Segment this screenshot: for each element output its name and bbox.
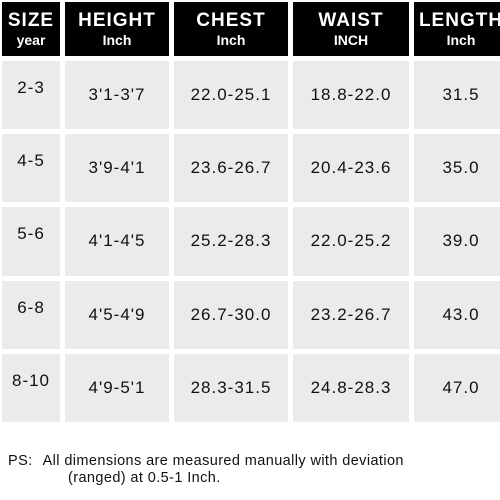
column-header-unit: Inch	[216, 31, 246, 48]
height-cell: 4'9-5'1	[65, 353, 169, 422]
waist-cell: 20.4-23.6	[293, 134, 409, 203]
table-row: 8-10 4'9-5'1 28.3-31.5 24.8-28.3 47.0	[2, 353, 500, 422]
waist-cell: 22.0-25.2	[293, 207, 409, 276]
size-cell: 4-5	[2, 134, 60, 203]
table-row: 6-8 4'5-4'9 26.7-30.0 23.2-26.7 43.0	[2, 280, 500, 349]
column-header-unit: INCH	[333, 31, 369, 48]
height-cell: 3'1-3'7	[65, 61, 169, 130]
column-header-unit: Inch	[102, 31, 132, 48]
column-header-label: WAIST	[318, 9, 384, 31]
length-cell: 47.0	[414, 353, 500, 422]
height-cell: 3'9-4'1	[65, 134, 169, 203]
column-header-size: SIZE year	[2, 2, 60, 56]
chest-cell: 26.7-30.0	[174, 280, 288, 349]
size-cell: 8-10	[2, 353, 60, 422]
column-header-height: HEIGHT Inch	[65, 2, 169, 56]
chest-cell: 22.0-25.1	[174, 61, 288, 130]
column-header-chest: CHEST Inch	[174, 2, 288, 56]
column-header-length: LENGTH Inch	[414, 2, 500, 56]
chest-cell: 28.3-31.5	[174, 353, 288, 422]
chest-cell: 23.6-26.7	[174, 134, 288, 203]
column-header-label: SIZE	[7, 9, 55, 31]
column-header-unit: Inch	[446, 31, 476, 48]
length-cell: 31.5	[414, 61, 500, 130]
size-chart-table: SIZE year HEIGHT Inch CHEST Inch WAIST I…	[2, 2, 500, 422]
chest-cell: 25.2-28.3	[174, 207, 288, 276]
size-cell: 6-8	[2, 280, 60, 349]
note-line-2: (ranged) at 0.5-1 Inch.	[68, 470, 221, 486]
size-cell: 5-6	[2, 207, 60, 276]
waist-cell: 23.2-26.7	[293, 280, 409, 349]
header-row: SIZE year HEIGHT Inch CHEST Inch WAIST I…	[2, 2, 500, 56]
column-header-label: CHEST	[196, 9, 266, 31]
note-prefix: PS:	[8, 453, 33, 469]
table-row: 4-5 3'9-4'1 23.6-26.7 20.4-23.6 35.0	[2, 134, 500, 203]
height-cell: 4'5-4'9	[65, 280, 169, 349]
column-header-label: LENGTH	[418, 9, 500, 31]
column-header-label: HEIGHT	[78, 9, 156, 31]
note-line-1: All dimensions are measured manually wit…	[42, 453, 404, 469]
column-header-waist: WAIST INCH	[293, 2, 409, 56]
length-cell: 43.0	[414, 280, 500, 349]
height-cell: 4'1-4'5	[65, 207, 169, 276]
length-cell: 39.0	[414, 207, 500, 276]
column-header-unit: year	[16, 31, 46, 48]
size-cell: 2-3	[2, 61, 60, 130]
length-cell: 35.0	[414, 134, 500, 203]
table-row: 5-6 4'1-4'5 25.2-28.3 22.0-25.2 39.0	[2, 207, 500, 276]
waist-cell: 24.8-28.3	[293, 353, 409, 422]
waist-cell: 18.8-22.0	[293, 61, 409, 130]
table-row: 2-3 3'1-3'7 22.0-25.1 18.8-22.0 31.5	[2, 61, 500, 130]
measurement-note: PS: All dimensions are measured manually …	[8, 453, 494, 487]
